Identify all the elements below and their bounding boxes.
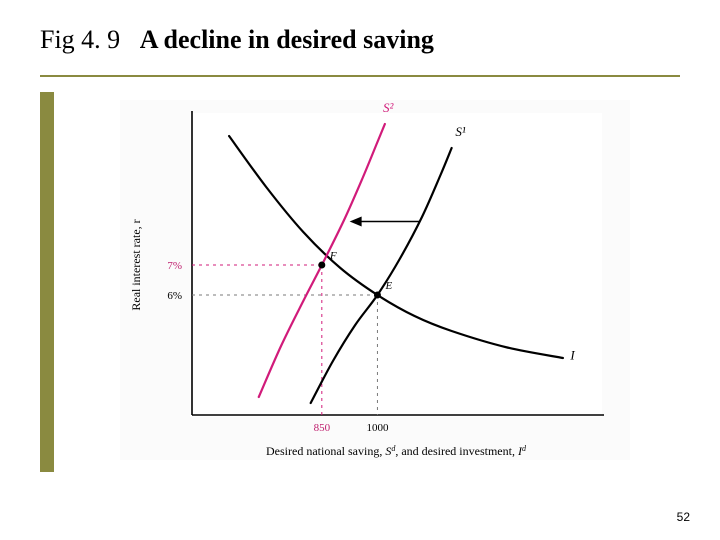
svg-text:I: I	[569, 348, 575, 363]
title-block: Fig 4. 9 A decline in desired saving	[40, 24, 680, 77]
svg-text:850: 850	[314, 422, 331, 434]
page-number: 52	[677, 510, 690, 524]
slide: Fig 4. 9 A decline in desired saving Rea…	[0, 0, 720, 540]
svg-text:7%: 7%	[167, 260, 182, 272]
left-accent-bar	[40, 92, 54, 472]
svg-text:Desired national saving, Sd, a: Desired national saving, Sd, and desired…	[266, 444, 527, 459]
svg-text:S²: S²	[383, 100, 395, 115]
svg-text:F: F	[329, 250, 337, 262]
figure-title: Fig 4. 9 A decline in desired saving	[40, 24, 680, 55]
figure-number: Fig 4. 9	[40, 25, 120, 54]
title-underline	[40, 75, 680, 77]
svg-text:1000: 1000	[366, 422, 389, 434]
figure-text: A decline in desired saving	[140, 25, 434, 54]
svg-text:6%: 6%	[167, 290, 182, 302]
chart: Real interest rate, r Desired national sa…	[120, 100, 630, 460]
svg-text:Real interest rate, r: Real interest rate, r	[129, 219, 143, 310]
svg-text:E: E	[384, 280, 392, 292]
svg-text:S¹: S¹	[455, 124, 466, 139]
